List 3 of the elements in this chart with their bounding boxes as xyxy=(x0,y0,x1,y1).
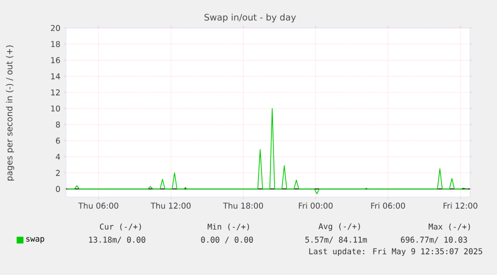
line-series xyxy=(66,108,468,194)
y-axis-title: pages per second in (-) / out (+) xyxy=(6,45,14,180)
chart-title: Swap in/out - by day xyxy=(204,14,296,22)
